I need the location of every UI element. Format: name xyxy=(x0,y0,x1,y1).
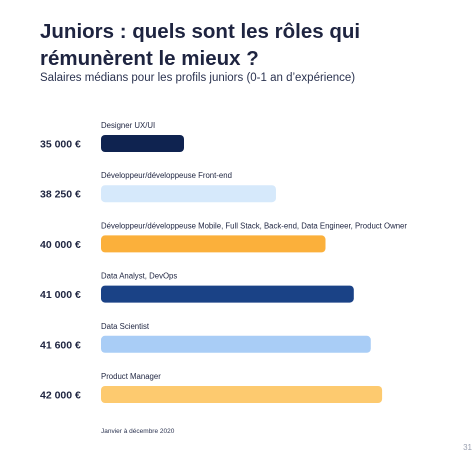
category-label: Data Scientist xyxy=(101,322,150,331)
category-label: Product Manager xyxy=(101,372,161,381)
category-label: Data Analyst, DevOps xyxy=(101,272,177,281)
bar xyxy=(101,285,354,303)
bar xyxy=(101,386,383,403)
category-label: Développeur/développeuse Mobile, Full St… xyxy=(101,221,407,230)
value-label: 41 600 € xyxy=(40,339,81,351)
value-label: 38 250 € xyxy=(40,189,81,201)
bar xyxy=(101,135,184,152)
chart-title: Juniors : quels sont les rôles qui rémun… xyxy=(40,20,361,70)
bar xyxy=(101,235,326,253)
value-label: 35 000 € xyxy=(40,139,81,151)
bar xyxy=(101,185,276,203)
value-label: 40 000 € xyxy=(40,239,81,251)
chart-subtitle: Salaires médians pour les profils junior… xyxy=(40,72,356,84)
bar xyxy=(101,335,371,353)
category-label: Designer UX/UI xyxy=(101,121,155,130)
category-label: Développeur/développeuse Front-end xyxy=(101,171,232,180)
page-number: 31 xyxy=(463,443,472,452)
value-label: 41 000 € xyxy=(40,289,81,301)
value-label: 42 000 € xyxy=(40,390,81,402)
date-range-note: Janvier à décembre 2020 xyxy=(101,428,175,435)
